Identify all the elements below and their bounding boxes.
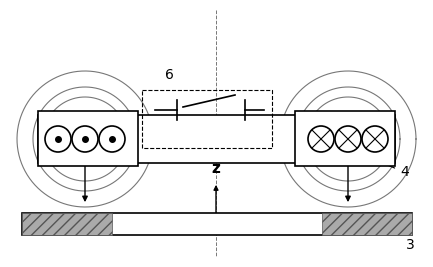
Bar	[38, 115, 395, 163]
Bar	[22, 213, 112, 235]
Text: 3: 3	[393, 225, 415, 252]
Bar	[295, 111, 395, 166]
Bar	[322, 213, 412, 235]
Text: 4: 4	[374, 159, 409, 179]
Text: 6: 6	[165, 68, 174, 82]
Bar	[142, 90, 272, 148]
Text: z: z	[212, 161, 220, 176]
Bar	[38, 111, 138, 166]
Bar	[22, 213, 412, 235]
Text: r: r	[252, 223, 258, 237]
